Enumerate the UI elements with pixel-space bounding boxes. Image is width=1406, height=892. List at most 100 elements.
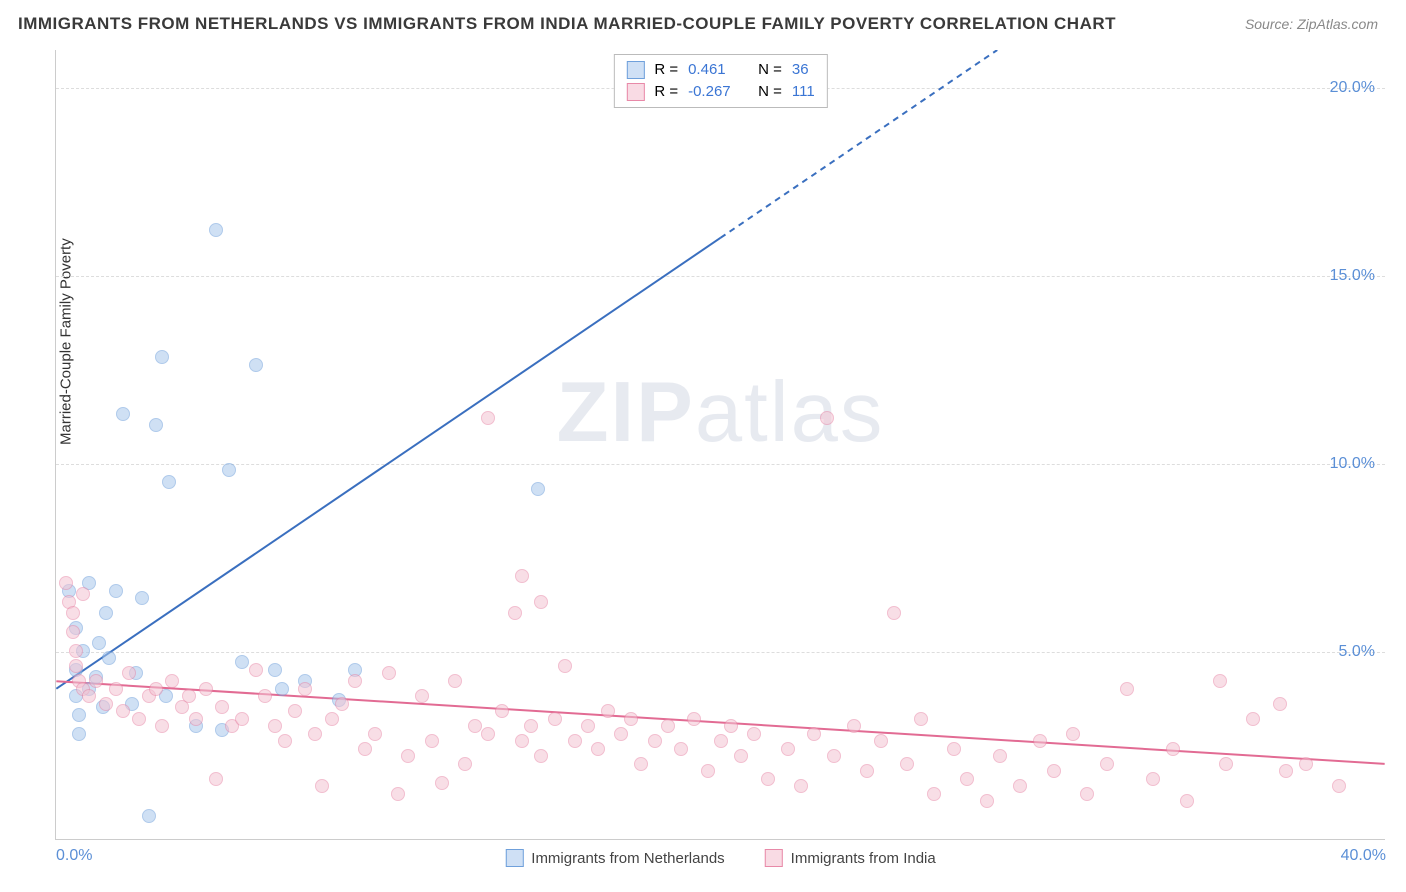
data-point <box>1180 794 1194 808</box>
legend-row-india: R = -0.267 N = 111 <box>626 81 814 103</box>
data-point <box>268 719 282 733</box>
data-point <box>278 734 292 748</box>
data-point <box>807 727 821 741</box>
data-point <box>258 689 272 703</box>
data-point <box>927 787 941 801</box>
data-point <box>1299 757 1313 771</box>
swatch-netherlands-bottom <box>505 849 523 867</box>
data-point <box>401 749 415 763</box>
data-point <box>162 475 176 489</box>
data-point <box>515 569 529 583</box>
data-point <box>1120 682 1134 696</box>
data-point <box>914 712 928 726</box>
data-point <box>1213 674 1227 688</box>
data-point <box>59 576 73 590</box>
data-point <box>634 757 648 771</box>
data-point <box>72 708 86 722</box>
legend-item-india: Immigrants from India <box>765 849 936 867</box>
n-label-in: N = <box>758 81 782 103</box>
y-axis-label: Married-Couple Family Poverty <box>58 238 75 445</box>
n-label-nl: N = <box>758 59 782 81</box>
data-point <box>558 659 572 673</box>
data-point <box>425 734 439 748</box>
data-point <box>761 772 775 786</box>
data-point <box>92 636 106 650</box>
data-point <box>325 712 339 726</box>
data-point <box>99 606 113 620</box>
data-point <box>142 809 156 823</box>
data-point <box>701 764 715 778</box>
data-point <box>215 700 229 714</box>
data-point <box>481 727 495 741</box>
r-label-in: R = <box>654 81 678 103</box>
data-point <box>624 712 638 726</box>
data-point <box>481 411 495 425</box>
data-point <box>209 772 223 786</box>
data-point <box>591 742 605 756</box>
data-point <box>860 764 874 778</box>
data-point <box>724 719 738 733</box>
data-point <box>435 776 449 790</box>
data-point <box>249 663 263 677</box>
data-point <box>515 734 529 748</box>
x-tick-label: 40.0% <box>1341 847 1386 865</box>
data-point <box>1100 757 1114 771</box>
legend-correlation: R = 0.461 N = 36 R = -0.267 N = 111 <box>613 54 827 108</box>
data-point <box>348 674 362 688</box>
data-point <box>288 704 302 718</box>
data-point <box>827 749 841 763</box>
x-tick-label: 0.0% <box>56 847 92 865</box>
plot-area: Married-Couple Family Poverty ZIPatlas 5… <box>55 50 1385 840</box>
data-point <box>235 655 249 669</box>
data-point <box>534 595 548 609</box>
y-tick-label: 15.0% <box>1330 267 1375 285</box>
data-point <box>614 727 628 741</box>
data-point <box>548 712 562 726</box>
swatch-netherlands <box>626 61 644 79</box>
data-point <box>993 749 1007 763</box>
data-point <box>1279 764 1293 778</box>
data-point <box>568 734 582 748</box>
legend-series: Immigrants from Netherlands Immigrants f… <box>505 849 935 867</box>
data-point <box>874 734 888 748</box>
data-point <box>66 606 80 620</box>
data-point <box>947 742 961 756</box>
data-point <box>102 651 116 665</box>
data-point <box>298 682 312 696</box>
data-point <box>76 587 90 601</box>
gridline <box>56 464 1385 465</box>
data-point <box>109 584 123 598</box>
data-point <box>1146 772 1160 786</box>
data-point <box>182 689 196 703</box>
data-point <box>448 674 462 688</box>
watermark-rest: atlas <box>695 365 885 460</box>
data-point <box>116 407 130 421</box>
data-point <box>415 689 429 703</box>
n-value-nl: 36 <box>792 59 809 81</box>
series-name-india: Immigrants from India <box>791 850 936 867</box>
data-point <box>601 704 615 718</box>
data-point <box>1047 764 1061 778</box>
data-point <box>116 704 130 718</box>
data-point <box>508 606 522 620</box>
data-point <box>358 742 372 756</box>
n-value-in: 111 <box>792 81 815 103</box>
data-point <box>820 411 834 425</box>
data-point <box>980 794 994 808</box>
trend-lines <box>56 50 1385 839</box>
data-point <box>391 787 405 801</box>
r-value-nl: 0.461 <box>688 59 748 81</box>
data-point <box>747 727 761 741</box>
y-tick-label: 10.0% <box>1330 455 1375 473</box>
data-point <box>165 674 179 688</box>
data-point <box>268 663 282 677</box>
data-point <box>308 727 322 741</box>
data-point <box>468 719 482 733</box>
data-point <box>82 689 96 703</box>
data-point <box>89 674 103 688</box>
data-point <box>1033 734 1047 748</box>
data-point <box>534 749 548 763</box>
gridline <box>56 652 1385 653</box>
data-point <box>960 772 974 786</box>
data-point <box>335 697 349 711</box>
